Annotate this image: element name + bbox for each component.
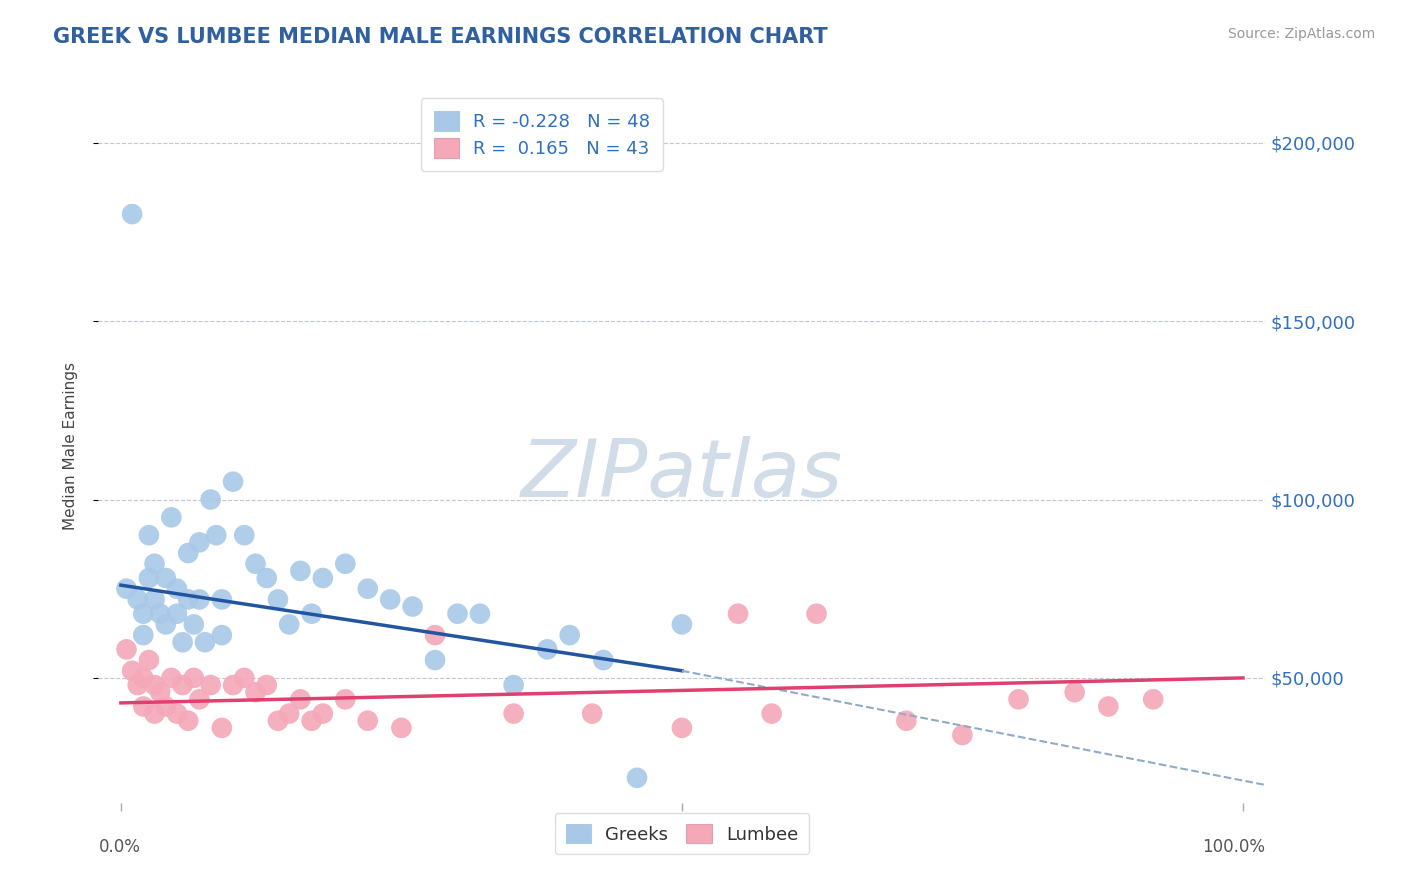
Point	[256, 678, 278, 692]
Point	[581, 706, 603, 721]
Point	[132, 607, 155, 621]
Point	[166, 706, 188, 721]
Point	[211, 628, 233, 642]
Point	[267, 714, 290, 728]
Point	[806, 607, 828, 621]
Point	[143, 678, 166, 692]
Point	[335, 692, 357, 706]
Point	[312, 706, 335, 721]
Point	[183, 671, 205, 685]
Point	[149, 685, 172, 699]
Point	[188, 692, 211, 706]
Point	[183, 617, 205, 632]
Y-axis label: Median Male Earnings: Median Male Earnings	[63, 362, 77, 530]
Point	[138, 528, 160, 542]
Point	[211, 592, 233, 607]
Point	[558, 628, 581, 642]
Point	[200, 678, 222, 692]
Point	[1142, 692, 1164, 706]
Point	[1007, 692, 1029, 706]
Point	[952, 728, 974, 742]
Point	[536, 642, 558, 657]
Point	[138, 571, 160, 585]
Point	[245, 557, 267, 571]
Point	[301, 607, 323, 621]
Point	[177, 546, 200, 560]
Point	[194, 635, 217, 649]
Point	[115, 582, 138, 596]
Point	[1063, 685, 1085, 699]
Point	[626, 771, 648, 785]
Point	[233, 671, 256, 685]
Point	[290, 564, 312, 578]
Point	[222, 475, 245, 489]
Point	[335, 557, 357, 571]
Point	[132, 671, 155, 685]
Point	[143, 592, 166, 607]
Point	[155, 571, 177, 585]
Point	[502, 706, 524, 721]
Point	[166, 582, 188, 596]
Point	[671, 721, 693, 735]
Point	[138, 653, 160, 667]
Point	[211, 721, 233, 735]
Point	[177, 714, 200, 728]
Point	[121, 207, 143, 221]
Point	[401, 599, 423, 614]
Text: Source: ZipAtlas.com: Source: ZipAtlas.com	[1227, 27, 1375, 41]
Point	[256, 571, 278, 585]
Point	[761, 706, 783, 721]
Point	[592, 653, 614, 667]
Point	[446, 607, 468, 621]
Point	[155, 617, 177, 632]
Point	[267, 592, 290, 607]
Text: 100.0%: 100.0%	[1202, 838, 1265, 856]
Point	[121, 664, 143, 678]
Point	[378, 592, 402, 607]
Point	[205, 528, 228, 542]
Point	[172, 635, 194, 649]
Point	[155, 699, 177, 714]
Point	[233, 528, 256, 542]
Point	[1097, 699, 1119, 714]
Point	[222, 678, 245, 692]
Point	[188, 535, 211, 549]
Point	[423, 653, 446, 667]
Point	[200, 492, 222, 507]
Point	[149, 607, 172, 621]
Point	[132, 699, 155, 714]
Point	[127, 592, 149, 607]
Point	[188, 592, 211, 607]
Point	[389, 721, 412, 735]
Point	[143, 557, 166, 571]
Point	[423, 628, 446, 642]
Point	[671, 617, 693, 632]
Point	[166, 607, 188, 621]
Point	[177, 592, 200, 607]
Point	[127, 678, 149, 692]
Point	[132, 628, 155, 642]
Point	[727, 607, 749, 621]
Point	[312, 571, 335, 585]
Legend: Greeks, Lumbee: Greeks, Lumbee	[555, 813, 808, 855]
Point	[278, 617, 301, 632]
Text: ZIPatlas: ZIPatlas	[520, 435, 844, 514]
Point	[468, 607, 491, 621]
Point	[502, 678, 524, 692]
Point	[278, 706, 301, 721]
Point	[357, 582, 380, 596]
Point	[357, 714, 380, 728]
Text: 0.0%: 0.0%	[98, 838, 141, 856]
Point	[290, 692, 312, 706]
Point	[245, 685, 267, 699]
Text: GREEK VS LUMBEE MEDIAN MALE EARNINGS CORRELATION CHART: GREEK VS LUMBEE MEDIAN MALE EARNINGS COR…	[53, 27, 828, 46]
Point	[896, 714, 918, 728]
Point	[143, 706, 166, 721]
Point	[301, 714, 323, 728]
Point	[172, 678, 194, 692]
Point	[115, 642, 138, 657]
Point	[160, 510, 183, 524]
Point	[160, 671, 183, 685]
